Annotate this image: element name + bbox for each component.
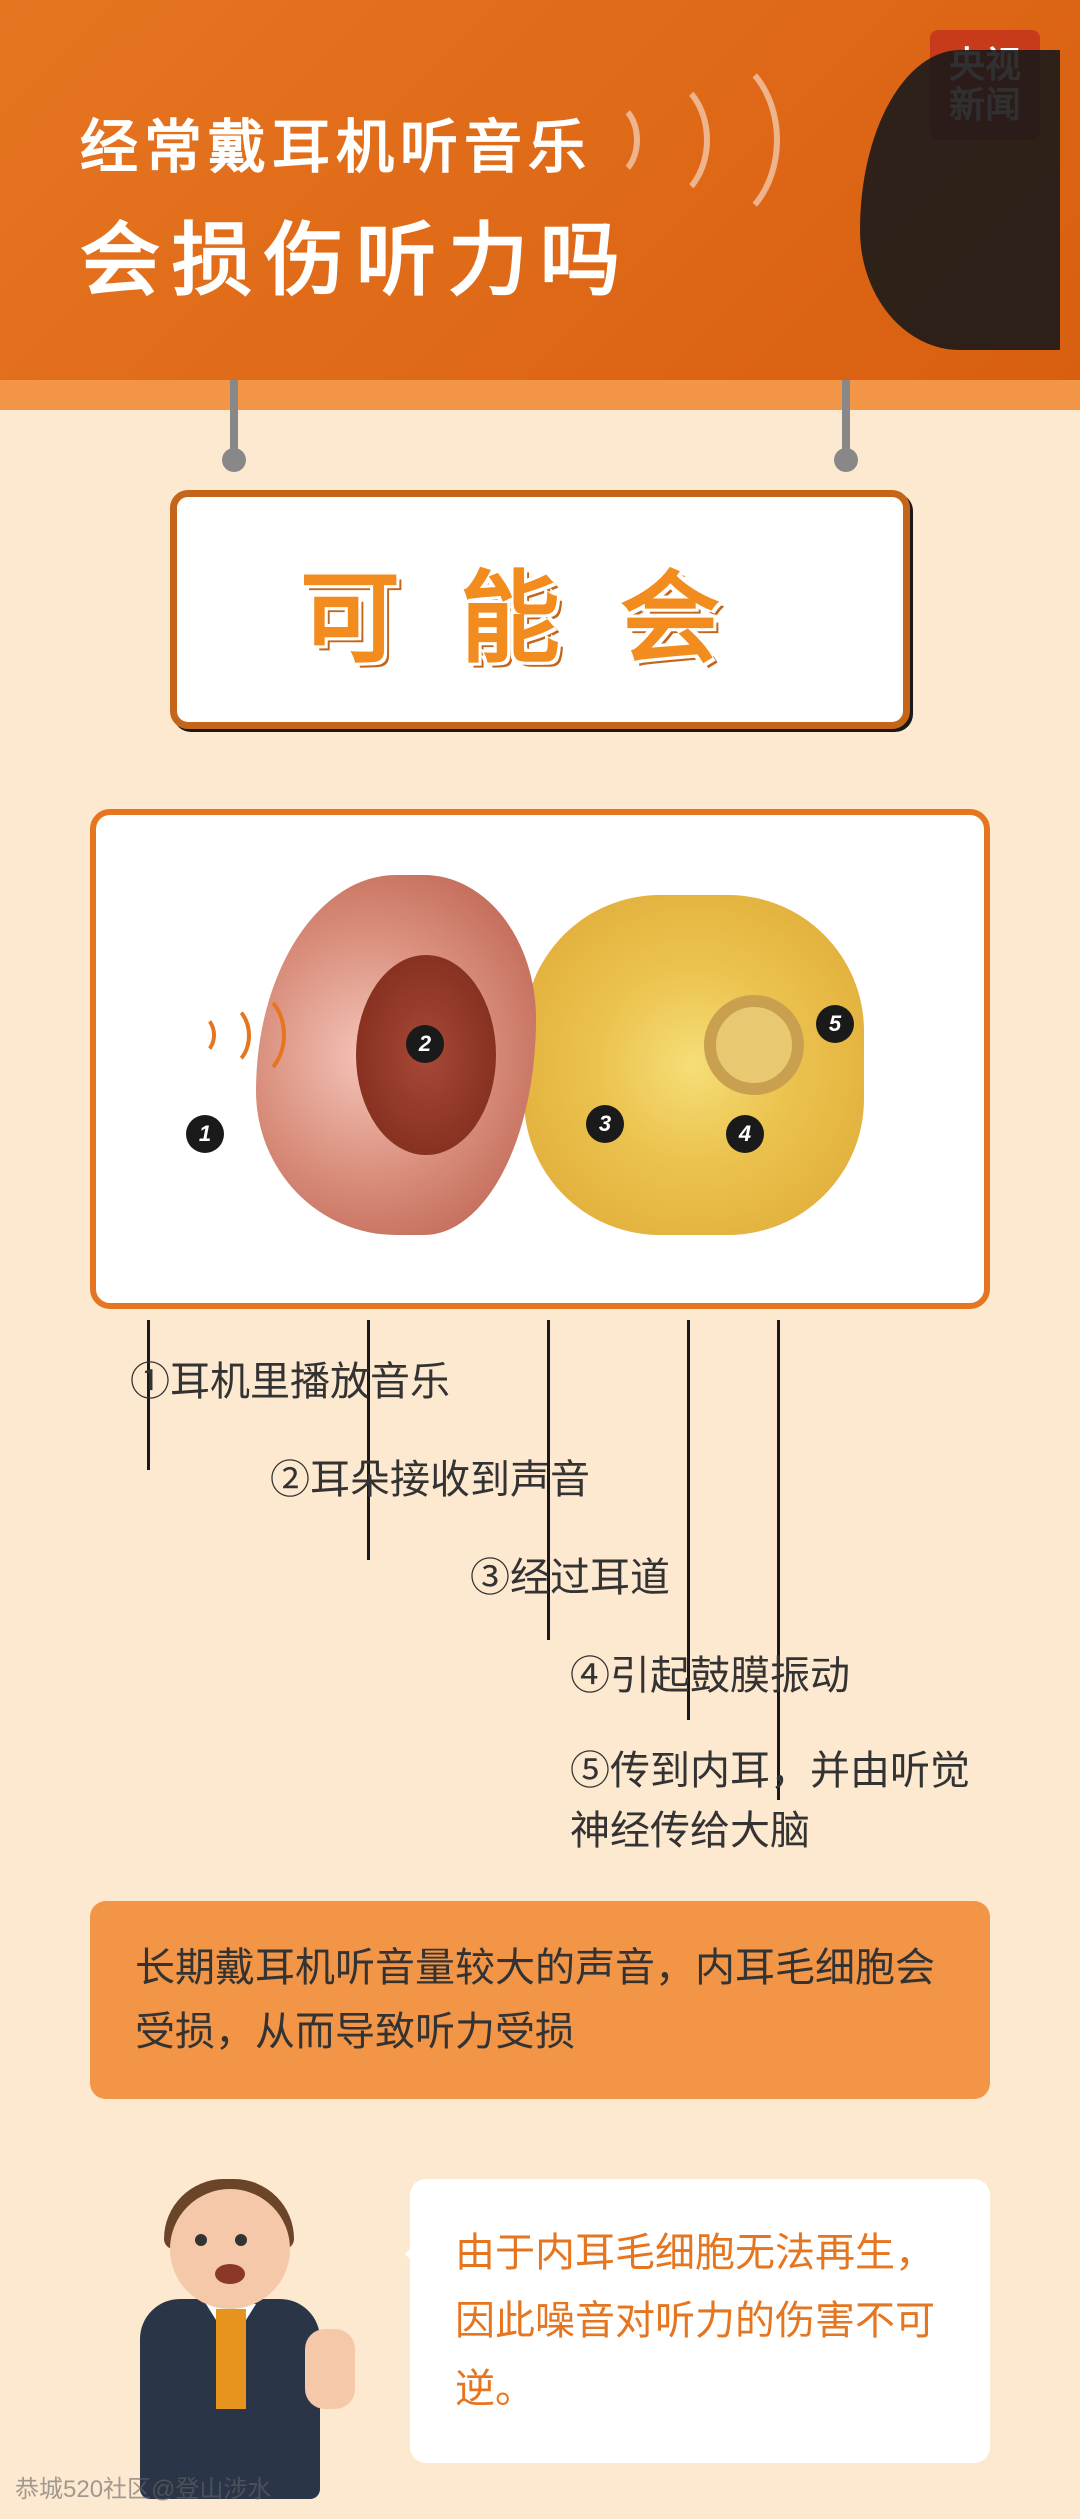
body-section: 可能会 1 2 3 4 5 ①耳机里播放音乐 ②耳朵接收到声音 [0, 380, 1080, 2519]
step-2: ②耳朵接收到声音 [270, 1447, 990, 1505]
hanger-right-icon [842, 380, 850, 460]
answer-text: 可能会 [177, 537, 903, 682]
ear-diagram: 1 2 3 4 5 [90, 809, 990, 1309]
ear-silhouette-icon [860, 50, 1060, 350]
marker-1: 1 [186, 1115, 224, 1153]
bottom-section: 由于内耳毛细胞无法再生，因此噪音对听力的伤害不可逆。 [90, 2179, 990, 2519]
warning-box: 长期戴耳机听音量较大的声音，内耳毛细胞会受损，从而导致听力受损 [90, 1901, 990, 2099]
steps-list: ①耳机里播放音乐 ②耳朵接收到声音 ③经过耳道 ④引起鼓膜振动 ⑤传到内耳，并由… [90, 1349, 990, 1861]
step-3: ③经过耳道 [470, 1545, 990, 1603]
hanger-left-icon [230, 380, 238, 460]
ear-illustration: 1 2 3 4 5 [136, 855, 944, 1263]
marker-4: 4 [726, 1115, 764, 1153]
step-4: ④引起鼓膜振动 [570, 1643, 990, 1701]
step-1: ①耳机里播放音乐 [130, 1349, 990, 1407]
marker-5: 5 [816, 1005, 854, 1043]
speech-bubble: 由于内耳毛细胞无法再生，因此噪音对听力的伤害不可逆。 [410, 2179, 990, 2463]
title-line1: 经常戴耳机听音乐 [80, 100, 1000, 184]
step-5: ⑤传到内耳，并由听觉神经传给大脑 [570, 1741, 990, 1861]
cochlea-spiral-icon [704, 995, 804, 1095]
cochlea-area [524, 895, 864, 1235]
marker-2: 2 [406, 1025, 444, 1063]
man-character-icon [90, 2179, 370, 2519]
answer-sign: 可能会 [170, 490, 910, 729]
divider-strip [0, 380, 1080, 410]
header-banner: 央视 新闻 经常戴耳机听音乐 会损伤听力吗 [0, 0, 1080, 380]
watermark: 恭城520社区@登山涉水 [15, 2469, 271, 2504]
marker-3: 3 [586, 1105, 624, 1143]
